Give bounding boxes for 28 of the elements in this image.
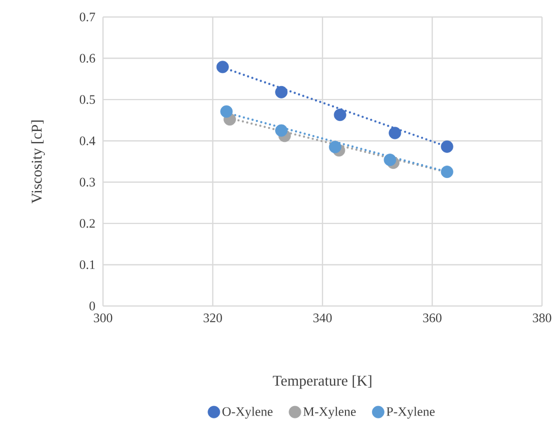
point: [275, 86, 288, 98]
point: [328, 140, 342, 154]
x-tick-label: 360: [423, 314, 442, 322]
point: [334, 108, 346, 122]
legend-label: P-Xylene: [386, 406, 435, 419]
legend-label: M-Xylene: [303, 406, 356, 419]
point: [220, 105, 233, 118]
y-tick-label: 0.6: [80, 54, 96, 63]
y-tick-label: 0.1: [80, 260, 95, 270]
point: [275, 124, 288, 137]
point: [216, 60, 229, 74]
x-tick-label: 300: [94, 314, 112, 322]
y-tick-label: 0: [90, 302, 95, 310]
y-tick-label: 0.2: [80, 219, 95, 228]
point: [384, 154, 396, 166]
y-axis-title: Viscosity [cP]: [31, 120, 45, 204]
point: [440, 166, 454, 178]
y-tick-label: 0.7: [80, 12, 96, 22]
y-tick-label: 0.5: [80, 95, 95, 104]
x-tick-label: 340: [313, 314, 332, 322]
point: [388, 126, 402, 140]
x-tick-label: 320: [204, 314, 222, 322]
y-tick-label: 0.4: [80, 136, 96, 146]
x-tick-label: 380: [532, 314, 552, 322]
point: [440, 140, 454, 153]
x-axis-title: Temperature [K]: [272, 375, 372, 389]
legend-label: O-Xylene: [222, 406, 273, 419]
y-tick-label: 0.3: [80, 178, 95, 187]
